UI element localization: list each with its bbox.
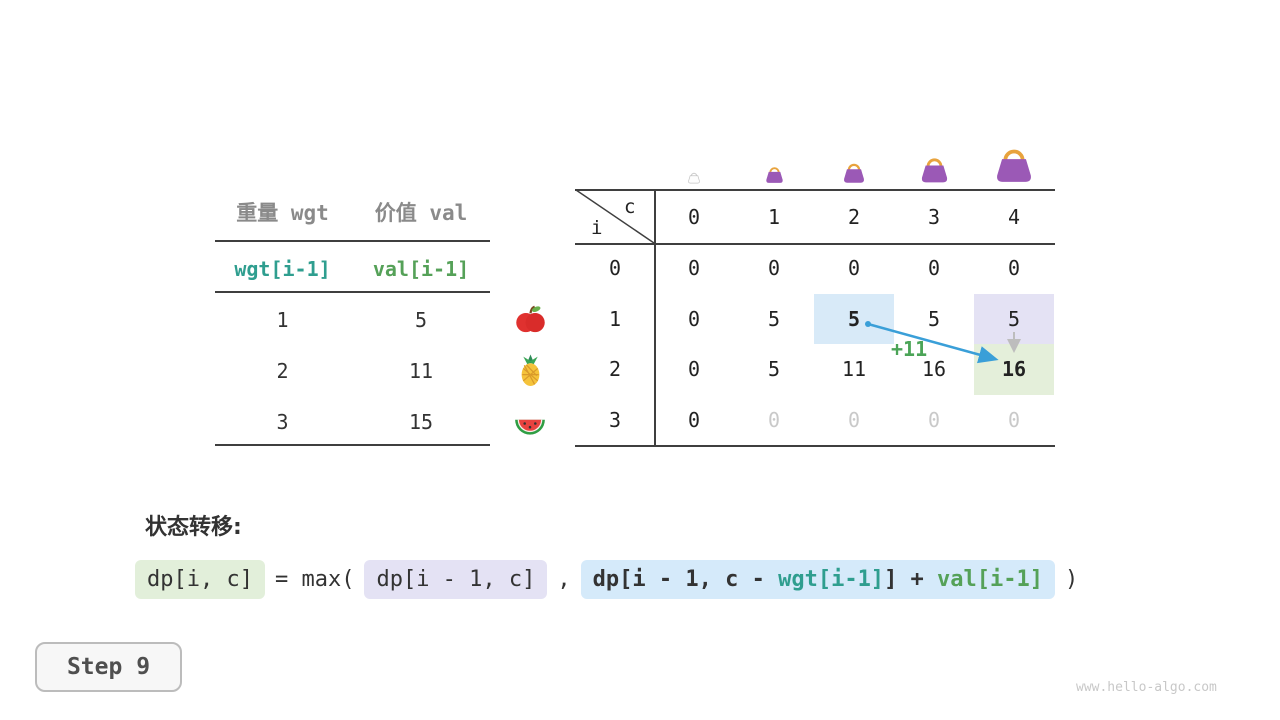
dp-cell: 0 [687, 306, 701, 331]
dp-cell: 0 [1007, 256, 1021, 281]
dp-col-header: 0 [687, 205, 701, 229]
dp-table-bottom-rule [575, 445, 1055, 447]
dp-cell: 11 [841, 357, 867, 382]
dp-cell: 0 [687, 357, 701, 382]
dp-cell: 5 [767, 306, 781, 331]
items-formula-val: val[i-1] [372, 256, 470, 281]
dp-col-headers: 0 1 2 3 4 [654, 196, 1054, 238]
dp-row-header: 2 [608, 357, 622, 382]
formula-close-paren: ) [1065, 567, 1079, 592]
dp-cell: 0 [687, 407, 701, 432]
items-header-weight: 重量 wgt [236, 200, 329, 225]
dp-table-header-rule [575, 243, 1055, 245]
dp-corner-diagonal [576, 190, 654, 243]
formula-operator: = max( [274, 567, 355, 592]
dp-col-header: 3 [927, 205, 941, 229]
item-row-wgt: 3 [276, 409, 289, 434]
dp-cell: 5 [767, 357, 781, 382]
dp-table-vertical-rule [654, 189, 656, 447]
state-transition-formula: dp[i, c] = max( dp[i - 1, c] , dp[i - 1,… [135, 560, 1078, 599]
dp-col-header: 4 [1007, 205, 1021, 229]
bag-icon-1 [764, 165, 785, 184]
formula-keep-chip: dp[i - 1, c] [364, 560, 548, 599]
dp-cell: 0 [1007, 407, 1021, 432]
formula-result-chip: dp[i, c] [135, 560, 265, 599]
dp-axis-c-label: c [624, 196, 636, 218]
bag-icon-3 [918, 155, 951, 184]
dp-cell: 0 [847, 256, 861, 281]
dp-cell-target-highlight: 16 [974, 344, 1054, 395]
item-row-wgt: 2 [276, 358, 289, 383]
formula-take-wgt: wgt[i-1] [778, 567, 885, 592]
apple-icon [514, 303, 547, 336]
bag-icon-2 [841, 161, 867, 184]
dp-cell: 0 [767, 256, 781, 281]
dp-axis-i-label: i [591, 217, 603, 239]
state-transition-label: 状态转移: [145, 515, 242, 540]
dp-cell-source-highlight: 5 [814, 293, 894, 344]
dp-row-header: 1 [608, 306, 622, 331]
arrow-value-annotation: +11 [891, 337, 928, 361]
formula-take-mid: ] + [884, 567, 938, 592]
dp-cell: 0 [927, 407, 941, 432]
dp-row-header: 3 [608, 407, 622, 432]
formula-comma: , [557, 567, 571, 592]
dp-cell: 0 [767, 407, 781, 432]
dp-cell: 16 [921, 357, 947, 382]
dp-values-grid: 0 0 0 0 0 0 5 5 5 5 0 5 11 16 16 0 0 0 0… [654, 243, 1054, 445]
dp-cell: 0 [687, 256, 701, 281]
bag-icon-4 [992, 145, 1036, 184]
pineapple-icon [514, 354, 547, 387]
items-header-value: 价值 val [374, 200, 468, 225]
items-formula-wgt: wgt[i-1] [234, 256, 331, 281]
dp-col-header: 1 [767, 205, 781, 229]
watermark: www.hello-algo.com [1076, 680, 1217, 695]
item-row-wgt: 1 [276, 307, 289, 332]
step-badge: Step 9 [35, 642, 182, 692]
dp-row-labels: 0 1 2 3 [576, 243, 654, 445]
dp-row-header: 0 [608, 256, 622, 281]
items-table-rule-1 [215, 240, 490, 242]
formula-take-chip: dp[i - 1, c - wgt[i-1]] + val[i-1] [580, 560, 1056, 599]
bag-icon-empty [687, 171, 701, 184]
watermelon-icon [513, 407, 547, 441]
items-table-rule-2 [215, 291, 490, 293]
dp-cell: 0 [847, 407, 861, 432]
dp-col-header: 2 [847, 205, 861, 229]
dp-cell-keep-highlight: 5 [974, 293, 1054, 344]
dp-table-top-rule [575, 189, 1055, 191]
item-row-val: 11 [408, 358, 434, 383]
formula-take-val: val[i-1] [937, 567, 1044, 592]
item-row-val: 5 [414, 307, 428, 332]
dp-cell: 0 [927, 256, 941, 281]
items-table-rule-3 [215, 444, 490, 446]
item-row-val: 15 [408, 409, 434, 434]
formula-take-pre: dp[i - 1, c - [592, 567, 779, 592]
